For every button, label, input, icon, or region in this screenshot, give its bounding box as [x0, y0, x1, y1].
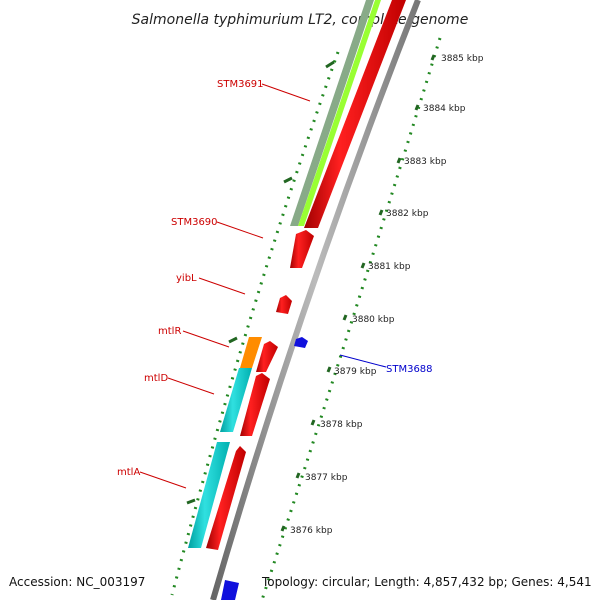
gene-STM3691-feature[interactable]	[304, 0, 406, 228]
gene-mtlD-feature[interactable]	[240, 373, 270, 436]
gene-STM3688-feature[interactable]	[294, 337, 308, 348]
tick-label: 3876 kbp	[290, 526, 333, 536]
gene-label-yibL[interactable]: yibL	[176, 273, 197, 284]
gene-yibL-feature[interactable]	[276, 295, 292, 314]
map-title: Salmonella typhimurium LT2, complete gen…	[132, 12, 469, 28]
tick-label: 3880 kbp	[352, 315, 395, 325]
gene-label-STM3690[interactable]: STM3690	[171, 217, 218, 228]
tick-label: 3885 kbp	[441, 54, 484, 64]
gene-labels: STM3691 STM3690 yibL mtlR mtlD mtlA STM3…	[117, 79, 433, 489]
genome-backbone	[210, 0, 421, 600]
gene-label-mtlD[interactable]: mtlD	[144, 373, 168, 384]
scale-labels: 3885 kbp 3884 kbp 3883 kbp 3882 kbp 3881…	[290, 54, 484, 536]
mtlD-cyan-track	[220, 368, 252, 432]
gene-mtlR-feature[interactable]	[256, 341, 278, 372]
mtlR-orange-track	[240, 337, 262, 368]
topology-text: Topology: circular; Length: 4,857,432 bp…	[261, 575, 592, 589]
tick-label: 3879 kbp	[334, 367, 377, 377]
mtlA-cyan-track	[188, 442, 230, 548]
gene-label-STM3688[interactable]: STM3688	[386, 364, 433, 375]
gene-STM3690-feature[interactable]	[290, 230, 314, 268]
bottom-blue-feature	[221, 580, 239, 600]
tick-label: 3877 kbp	[305, 473, 348, 483]
gray-green-track	[290, 0, 374, 226]
gene-label-STM3691[interactable]: STM3691	[217, 79, 264, 90]
accession-text: Accession: NC_003197	[9, 575, 145, 589]
tick-label: 3883 kbp	[404, 157, 447, 167]
gene-label-mtlR[interactable]: mtlR	[158, 326, 181, 337]
gene-mtlA-feature[interactable]	[206, 446, 246, 550]
left-dotted-line	[170, 51, 340, 596]
tick-label: 3882 kbp	[386, 209, 429, 219]
tick-label: 3881 kbp	[368, 262, 411, 272]
lightgreen-track	[298, 0, 381, 226]
tick-label: 3884 kbp	[423, 104, 466, 114]
tick-label: 3878 kbp	[320, 420, 363, 430]
gene-label-mtlA[interactable]: mtlA	[117, 467, 140, 478]
scale-tick-marks	[186, 54, 436, 532]
